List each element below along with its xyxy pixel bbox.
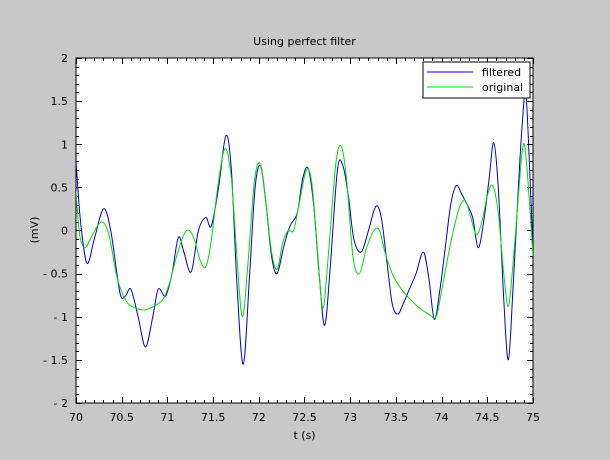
x-tick-label: 74.5	[475, 411, 500, 424]
x-tick-label: 73	[343, 411, 357, 424]
y-tick-label: - 2	[54, 397, 68, 410]
x-tick-label: 73.5	[384, 411, 409, 424]
x-axis-label: t (s)	[293, 429, 315, 442]
series-lines	[76, 91, 533, 365]
series-line-filtered	[76, 91, 533, 365]
y-tick-label: - 1.5	[43, 354, 68, 367]
axis-tick-labels: 70 70.5 71 71.5 72 72.5 73 73.5 74 74.5 75 - 2 - 1.5…	[43, 52, 540, 424]
y-axis-label: (mV)	[28, 217, 41, 244]
plot-area	[75, 57, 534, 404]
y-tick-label: - 1	[54, 311, 68, 324]
x-tick-label: 70	[69, 411, 83, 424]
x-tick-label: 71	[160, 411, 174, 424]
y-tick-label: 1.5	[51, 95, 69, 108]
legend: filtered original	[422, 61, 531, 99]
series-line-original	[76, 142, 533, 319]
legend-label-original: original	[482, 81, 523, 94]
y-tick-label: 0.5	[51, 181, 69, 194]
x-tick-label: 70.5	[109, 411, 134, 424]
y-tick-label: 1	[61, 138, 68, 151]
y-tick-label: - 0.5	[43, 268, 68, 281]
x-tick-label: 72.5	[292, 411, 317, 424]
chart-title: Using perfect filter	[253, 35, 356, 48]
x-tick-label: 75	[526, 411, 540, 424]
x-tick-label: 74	[435, 411, 449, 424]
x-tick-label: 71.5	[201, 411, 226, 424]
y-tick-label: 2	[61, 52, 68, 65]
legend-box	[422, 61, 531, 99]
x-tick-label: 72	[252, 411, 266, 424]
legend-label-filtered: filtered	[482, 66, 521, 79]
y-tick-label: 0	[61, 225, 68, 238]
